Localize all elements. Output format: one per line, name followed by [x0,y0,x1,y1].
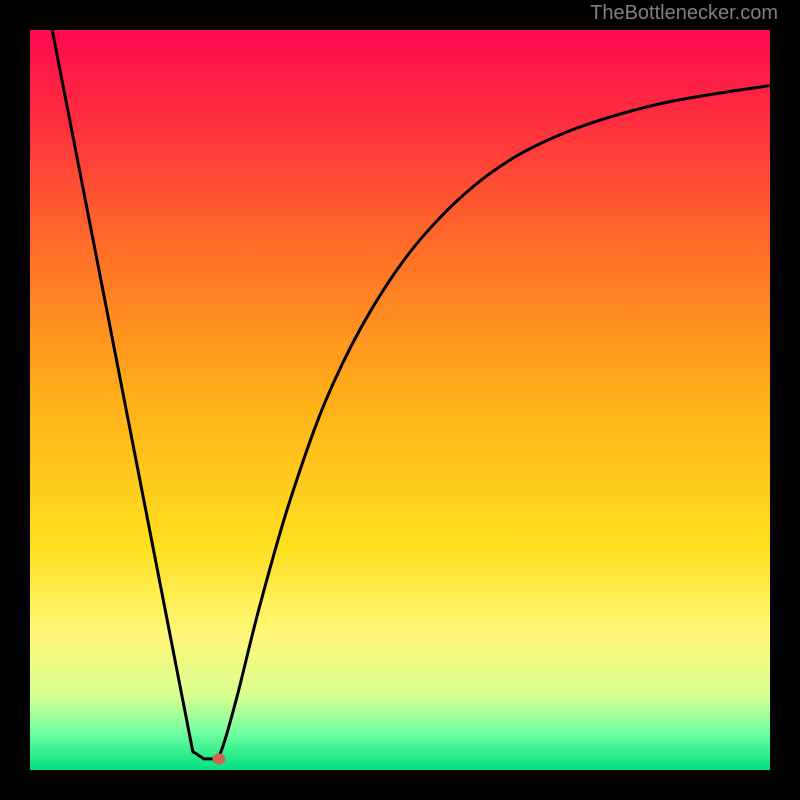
curve-layer [30,30,770,770]
chart-container: TheBottlenecker.com [0,0,800,800]
plot-area [30,30,770,770]
bottleneck-curve [52,30,770,759]
optimum-marker [212,753,225,764]
watermark-text: TheBottlenecker.com [590,2,778,25]
